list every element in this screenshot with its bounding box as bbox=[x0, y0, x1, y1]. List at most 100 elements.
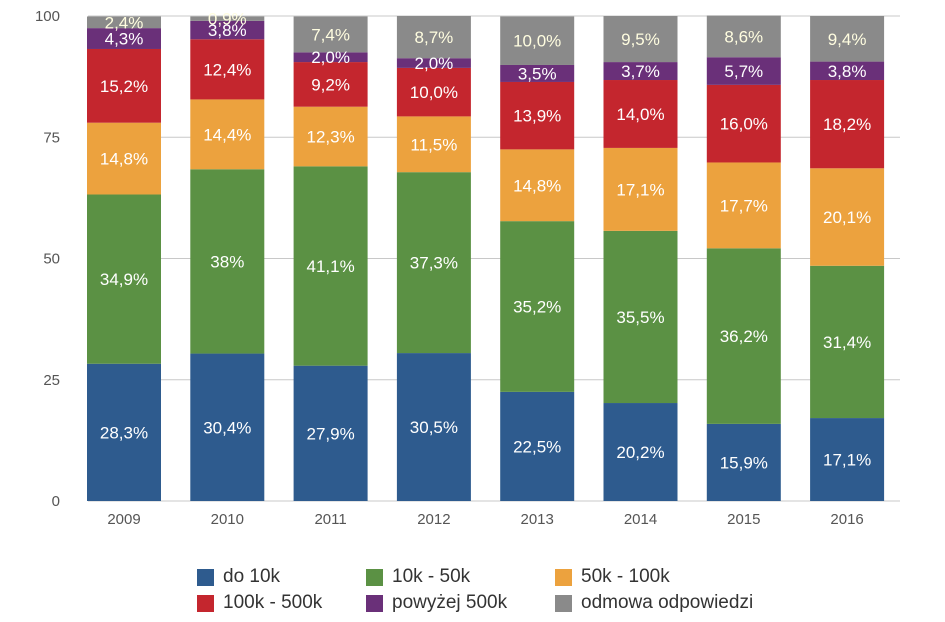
bar-segment bbox=[500, 81, 575, 150]
bar-segment bbox=[293, 166, 368, 366]
bar-segment bbox=[396, 116, 471, 173]
bar-segment bbox=[810, 265, 885, 419]
data-label: 14,4% bbox=[203, 125, 251, 144]
bar-segment bbox=[810, 61, 885, 81]
legend-item: 50k - 100k bbox=[555, 566, 670, 588]
bar-segment bbox=[293, 52, 368, 63]
bar-segment bbox=[706, 15, 781, 58]
bar-segment bbox=[396, 67, 471, 117]
data-label: 20,2% bbox=[616, 443, 664, 462]
bar-segment bbox=[190, 20, 265, 40]
bar-segment bbox=[500, 16, 575, 65]
data-label: 35,5% bbox=[616, 308, 664, 327]
data-label: 22,5% bbox=[513, 437, 561, 456]
data-label: 36,2% bbox=[720, 327, 768, 346]
legend-swatch bbox=[366, 568, 383, 586]
bar-segment bbox=[87, 48, 161, 123]
bar-segment bbox=[706, 423, 781, 501]
data-label: 3,5% bbox=[518, 64, 557, 83]
bar-segment bbox=[293, 16, 368, 53]
data-label: 12,4% bbox=[203, 60, 251, 79]
legend-item: 10k - 50k bbox=[366, 566, 470, 588]
bar-segment bbox=[603, 80, 678, 148]
data-label: 9,4% bbox=[828, 30, 867, 49]
data-label: 3,7% bbox=[621, 62, 660, 81]
data-label: 11,5% bbox=[410, 135, 457, 154]
bar-segment bbox=[706, 248, 781, 424]
bar-segment bbox=[810, 80, 885, 169]
legend-swatch bbox=[366, 594, 383, 612]
x-tick-label: 2014 bbox=[624, 511, 657, 528]
bar-segment bbox=[603, 16, 678, 63]
data-label: 37,3% bbox=[410, 254, 458, 273]
bar-segment bbox=[190, 16, 265, 21]
legend-label: 100k - 500k bbox=[223, 592, 323, 613]
legend-item: 100k - 500k bbox=[197, 592, 322, 614]
data-label: 28,3% bbox=[100, 423, 148, 442]
y-tick-label: 0 bbox=[52, 493, 60, 510]
data-label: 8,7% bbox=[415, 28, 454, 47]
bar-segment bbox=[190, 169, 265, 354]
legend-label: 50k - 100k bbox=[581, 566, 670, 587]
x-tick-label: 2013 bbox=[521, 511, 554, 528]
x-tick-label: 2010 bbox=[211, 511, 244, 528]
chart-canvas: 0 25 50 75 100 28,3% 34,9% 14,8% 15,2% 4,3%2,4% 20… bbox=[35, 8, 900, 528]
bar-segment bbox=[293, 62, 368, 107]
data-label: 3,8% bbox=[208, 21, 247, 40]
bar-segment bbox=[706, 84, 781, 163]
data-label: 3,8% bbox=[828, 62, 867, 81]
data-label: 31,4% bbox=[823, 333, 871, 352]
bar-segment bbox=[396, 58, 471, 68]
legend-label: odmowa odpowiedzi bbox=[581, 592, 754, 613]
data-label: 34,9% bbox=[100, 270, 148, 289]
data-label: 41,1% bbox=[306, 257, 354, 276]
bar-segment bbox=[603, 230, 678, 404]
data-label: 4,3% bbox=[105, 30, 144, 49]
bar-segment bbox=[87, 28, 161, 49]
data-label: 20,1% bbox=[823, 208, 871, 227]
data-label: 30,5% bbox=[410, 418, 458, 437]
legend-swatch bbox=[555, 594, 572, 612]
x-tick-label: 2009 bbox=[107, 511, 140, 528]
bar-segment bbox=[603, 62, 678, 81]
bar-segment bbox=[810, 168, 885, 266]
bar-segment bbox=[500, 391, 575, 501]
data-label: 14,8% bbox=[513, 176, 561, 195]
y-tick-label: 25 bbox=[43, 372, 60, 389]
data-label: 17,7% bbox=[720, 196, 768, 215]
data-label: 9,5% bbox=[621, 30, 660, 49]
data-label: 17,1% bbox=[823, 451, 871, 470]
data-label: 5,7% bbox=[724, 62, 763, 81]
legend-item: powyżej 500k bbox=[366, 592, 507, 614]
x-tick-label: 2012 bbox=[417, 511, 450, 528]
bar-segment bbox=[500, 149, 575, 222]
legend-item: do 10k bbox=[197, 566, 280, 588]
bar-segment bbox=[190, 99, 265, 170]
x-tick-label: 2011 bbox=[314, 511, 346, 528]
bar-segment bbox=[396, 172, 471, 354]
data-label: 15,2% bbox=[100, 77, 148, 96]
bar-segment bbox=[190, 353, 265, 501]
bar-segment bbox=[500, 221, 575, 392]
bar-segment bbox=[87, 363, 161, 501]
data-label: 18,2% bbox=[823, 115, 871, 134]
bar-segment bbox=[396, 16, 471, 59]
legend-swatch bbox=[197, 594, 214, 612]
data-label: 2,0% bbox=[415, 54, 454, 73]
chart-legend: do 10k 10k - 50k 50k - 100k 100k - 500k powy… bbox=[197, 566, 897, 616]
bar-segment bbox=[87, 194, 161, 364]
legend-label: do 10k bbox=[223, 566, 281, 587]
data-label: 0,9% bbox=[208, 10, 247, 29]
x-tick-label: 2016 bbox=[830, 511, 863, 528]
legend-label: 10k - 50k bbox=[392, 566, 471, 587]
data-label: 16,0% bbox=[720, 115, 768, 134]
bar-segment bbox=[293, 106, 368, 167]
y-tick-label: 100 bbox=[35, 8, 60, 25]
data-label: 2,0% bbox=[311, 48, 350, 67]
data-label: 13,9% bbox=[513, 107, 561, 126]
legend-label: powyżej 500k bbox=[392, 592, 508, 613]
data-label: 2,4% bbox=[105, 13, 144, 32]
data-label: 27,9% bbox=[306, 424, 354, 443]
data-label: 12,3% bbox=[306, 128, 354, 147]
